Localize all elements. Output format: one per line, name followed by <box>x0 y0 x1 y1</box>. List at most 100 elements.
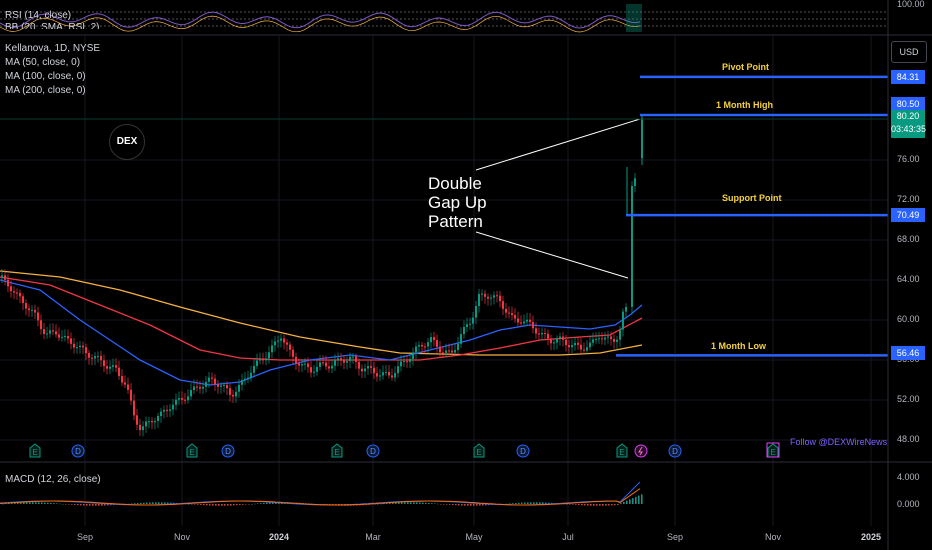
macd-histogram-bar <box>104 504 106 506</box>
macd-histogram-bar <box>530 502 532 504</box>
macd-histogram-bar <box>167 502 169 504</box>
macd-histogram-bar <box>227 504 229 506</box>
x-tick-label-1: Nov <box>173 532 191 542</box>
macd-histogram-bar <box>134 503 136 504</box>
rsi-panel <box>0 4 888 33</box>
ma50-legend[interactable]: MA (50, close, 0) <box>5 57 81 68</box>
candle-body <box>583 349 585 351</box>
macd-histogram-bar <box>260 503 262 504</box>
candle-body <box>19 292 21 297</box>
macd-histogram-bar <box>593 504 595 506</box>
moving-averages <box>0 270 643 386</box>
month-high-price-tag: 80.50 <box>891 97 925 111</box>
candle-body <box>427 342 429 347</box>
candle-body <box>13 291 15 293</box>
candle-body <box>472 317 474 324</box>
y-tick-label-1: 72.00 <box>897 194 920 204</box>
candle-body <box>454 350 456 353</box>
macd-histogram-bar <box>203 504 205 506</box>
candle-body <box>205 381 207 387</box>
candle-body <box>166 409 168 411</box>
macd-histogram-bar <box>638 495 640 504</box>
macd-histogram-bar <box>230 504 232 506</box>
macd-histogram-bar <box>26 502 28 504</box>
macd-histogram-bar <box>620 503 622 504</box>
candle-body <box>67 335 69 339</box>
macd-histogram-bar <box>218 504 220 506</box>
candle-body <box>136 415 138 425</box>
news-marker-bolt-9 <box>638 446 643 456</box>
macd-label[interactable]: MACD (12, 26, close) <box>5 474 101 485</box>
candle-body <box>76 347 78 349</box>
rsi-bb-line <box>0 15 641 33</box>
macd-histogram-bar <box>635 496 637 504</box>
macd-histogram-bar <box>536 502 538 504</box>
dividend-marker-1 <box>71 444 85 458</box>
symbol-title[interactable]: Kellanova, 1D, NYSE <box>5 43 101 54</box>
macd-histogram-bar <box>587 504 589 506</box>
ma100-legend[interactable]: MA (100, close, 0) <box>5 71 86 82</box>
candle-body <box>418 345 420 347</box>
candle-body <box>64 335 66 337</box>
candle-body <box>505 308 507 313</box>
macd-histogram-bar <box>164 502 166 504</box>
candle-body <box>580 344 582 350</box>
candles <box>1 115 643 437</box>
macd-histogram-bar <box>626 500 628 504</box>
candle-body <box>169 409 171 411</box>
macd-histogram-bar <box>617 504 619 505</box>
candle-body <box>292 349 294 357</box>
candle-body <box>403 361 405 363</box>
macd-histogram-bar <box>518 502 520 504</box>
candle-body <box>463 327 465 335</box>
y-tick-label-7: 48.00 <box>897 434 920 444</box>
candle-body <box>262 359 264 361</box>
candle-body <box>502 301 504 309</box>
macd-histogram-bar <box>596 504 598 506</box>
candle-body <box>607 336 609 338</box>
candle-body <box>163 409 165 412</box>
candle-body <box>208 377 210 382</box>
month-high-label: 1 Month High <box>716 100 773 110</box>
candle-body <box>79 345 81 348</box>
macd-histogram-bar <box>515 502 517 504</box>
annotation-line-1: Double <box>428 174 482 193</box>
pivot-point-label: Pivot Point <box>722 62 769 72</box>
macd-histogram-bar <box>443 504 445 505</box>
dividend-marker-text-3: D <box>225 447 231 456</box>
candle-body <box>328 366 330 369</box>
candle-body <box>175 399 177 405</box>
x-tick-label-0: Sep <box>76 532 94 542</box>
macd-histogram-bar <box>17 502 19 504</box>
candle-body <box>577 342 579 345</box>
candle-body <box>115 365 117 368</box>
candle-body <box>517 318 519 323</box>
candle-body <box>631 185 633 307</box>
ma200-legend[interactable]: MA (200, close, 0) <box>5 85 86 96</box>
macd-histogram-bar <box>545 502 547 504</box>
macd-histogram-bar <box>428 503 430 504</box>
earnings-marker-text-11: E <box>770 448 775 457</box>
candle-body <box>457 343 459 351</box>
candle-body <box>226 384 228 389</box>
follow-link[interactable]: Follow @DEXWireNews <box>790 437 888 447</box>
candle-body <box>385 371 387 373</box>
candle-body <box>190 390 192 397</box>
candle-body <box>55 331 57 335</box>
macd-histogram-bar <box>269 502 271 504</box>
candle-body <box>244 378 246 381</box>
x-tick-label-2: 2024 <box>268 532 290 542</box>
annotation-arrow-top <box>475 118 641 171</box>
candle-body <box>106 366 108 369</box>
candle-body <box>310 367 312 373</box>
candle-body <box>220 385 222 387</box>
candle-body <box>118 367 120 377</box>
macd-histogram-bar <box>251 504 253 505</box>
currency-button[interactable]: USD <box>891 41 927 63</box>
y-tick-label-4: 60.00 <box>897 314 920 324</box>
macd-histogram-bar <box>86 504 88 506</box>
macd-histogram-bar <box>2 503 4 505</box>
candle-body <box>469 323 471 325</box>
